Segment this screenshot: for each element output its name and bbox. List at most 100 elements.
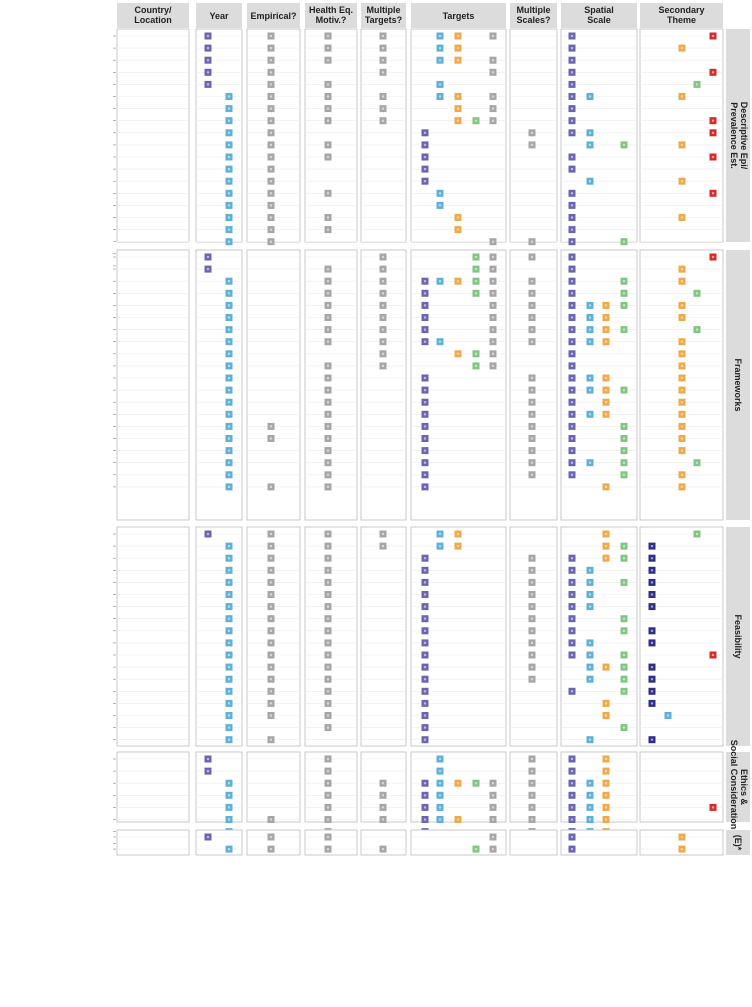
target-marker-center xyxy=(423,328,427,331)
year-marker-center xyxy=(227,180,231,183)
target-marker-center xyxy=(456,107,460,110)
target-marker-center xyxy=(438,95,442,98)
multiple-targets-marker-center xyxy=(381,782,385,785)
health-equity-marker-center xyxy=(326,316,330,319)
year-marker-center xyxy=(227,437,231,440)
target-marker-center xyxy=(491,240,495,243)
spatial-scale-marker-center xyxy=(622,617,626,620)
year-marker-center xyxy=(227,714,231,717)
year-marker-center xyxy=(206,835,210,839)
target-marker-center xyxy=(423,168,427,171)
empirical-marker-center xyxy=(269,641,273,644)
secondary-theme-marker-center xyxy=(650,581,654,584)
target-marker-center xyxy=(423,131,427,134)
column-header-mscale xyxy=(510,3,557,28)
spatial-scale-marker-center xyxy=(570,328,574,331)
spatial-scale-marker-center xyxy=(570,401,574,404)
year-marker-center xyxy=(227,726,231,729)
facet-strip-0 xyxy=(726,29,750,242)
secondary-theme-marker-center xyxy=(695,328,699,331)
spatial-scale-marker-center xyxy=(622,143,626,146)
spatial-scale-marker-center xyxy=(570,204,574,207)
target-marker-center xyxy=(491,835,495,839)
secondary-theme-marker-center xyxy=(711,34,715,38)
target-marker-center xyxy=(438,192,442,195)
spatial-scale-marker-center xyxy=(604,389,608,392)
target-marker-center xyxy=(438,280,442,283)
empirical-marker-center xyxy=(269,545,273,548)
multiple-targets-marker-center xyxy=(381,119,385,122)
empirical-marker-center xyxy=(269,180,273,183)
empirical-marker-center xyxy=(269,593,273,596)
spatial-scale-marker-center xyxy=(570,216,574,219)
multiple-scales-marker-center xyxy=(530,605,534,608)
secondary-theme-marker-center xyxy=(711,192,715,195)
health-equity-marker-center xyxy=(326,34,330,38)
target-marker-center xyxy=(474,255,478,259)
panel-location-2 xyxy=(116,526,190,747)
multiple-scales-marker-center xyxy=(530,240,534,243)
health-equity-marker-center xyxy=(326,569,330,572)
year-marker-center xyxy=(227,605,231,608)
secondary-theme-marker-center xyxy=(680,304,684,307)
empirical-marker-center xyxy=(269,71,273,74)
panel-year-3 xyxy=(195,751,243,823)
facet-label-4: (E)* xyxy=(733,835,743,851)
target-marker-center xyxy=(491,34,495,38)
health-equity-marker-center xyxy=(326,835,330,839)
empirical-marker-center xyxy=(269,143,273,146)
target-marker-center xyxy=(456,119,460,122)
secondary-theme-marker-center xyxy=(711,155,715,159)
spatial-scale-marker-center xyxy=(570,461,574,464)
target-marker-center xyxy=(423,794,427,797)
spatial-scale-marker-center xyxy=(570,757,574,761)
secondary-theme-marker-center xyxy=(650,738,654,741)
year-marker-center xyxy=(227,228,231,231)
multiple-scales-marker-center xyxy=(530,818,534,821)
target-marker-center xyxy=(491,107,495,110)
secondary-theme-marker-center xyxy=(695,83,699,86)
secondary-theme-marker-center xyxy=(680,316,684,319)
spatial-scale-marker-center xyxy=(588,461,592,464)
target-marker-center xyxy=(456,280,460,283)
spatial-scale-marker-center xyxy=(588,569,592,572)
target-marker-center xyxy=(438,806,442,809)
multiple-scales-marker-center xyxy=(530,641,534,644)
year-marker-center xyxy=(227,216,231,219)
target-marker-center xyxy=(423,690,427,693)
target-marker-center xyxy=(423,292,427,295)
spatial-scale-marker-center xyxy=(622,581,626,584)
year-marker-center xyxy=(227,617,231,620)
secondary-theme-marker-center xyxy=(680,473,684,476)
year-marker-center xyxy=(227,629,231,632)
spatial-scale-marker-center xyxy=(604,557,608,560)
target-marker-center xyxy=(423,569,427,572)
secondary-theme-marker-center xyxy=(680,180,684,183)
health-equity-marker-center xyxy=(326,376,330,380)
multiple-targets-marker-center xyxy=(381,818,385,821)
health-equity-marker-center xyxy=(326,268,330,271)
empirical-marker-center xyxy=(269,47,273,50)
empirical-marker-center xyxy=(269,425,273,428)
spatial-scale-marker-center xyxy=(622,461,626,464)
multiple-scales-marker-center xyxy=(530,557,534,560)
target-marker-center xyxy=(423,413,427,416)
spatial-scale-marker-center xyxy=(570,557,574,560)
spatial-scale-marker-center xyxy=(570,581,574,584)
year-marker-center xyxy=(227,794,231,797)
year-marker-center xyxy=(227,204,231,207)
health-equity-marker-center xyxy=(326,389,330,392)
spatial-scale-marker-center xyxy=(570,835,574,839)
secondary-theme-marker-center xyxy=(666,714,670,717)
target-marker-center xyxy=(438,59,442,62)
multiple-targets-marker-center xyxy=(381,47,385,50)
year-marker-center xyxy=(227,192,231,195)
empirical-marker-center xyxy=(269,59,273,62)
spatial-scale-marker-center xyxy=(588,389,592,392)
target-marker-center xyxy=(491,340,495,343)
spatial-scale-marker-center xyxy=(570,794,574,797)
facet-strip-3 xyxy=(726,752,750,822)
secondary-theme-marker-center xyxy=(650,593,654,596)
column-header-health xyxy=(305,3,357,28)
spatial-scale-marker-center xyxy=(570,280,574,283)
